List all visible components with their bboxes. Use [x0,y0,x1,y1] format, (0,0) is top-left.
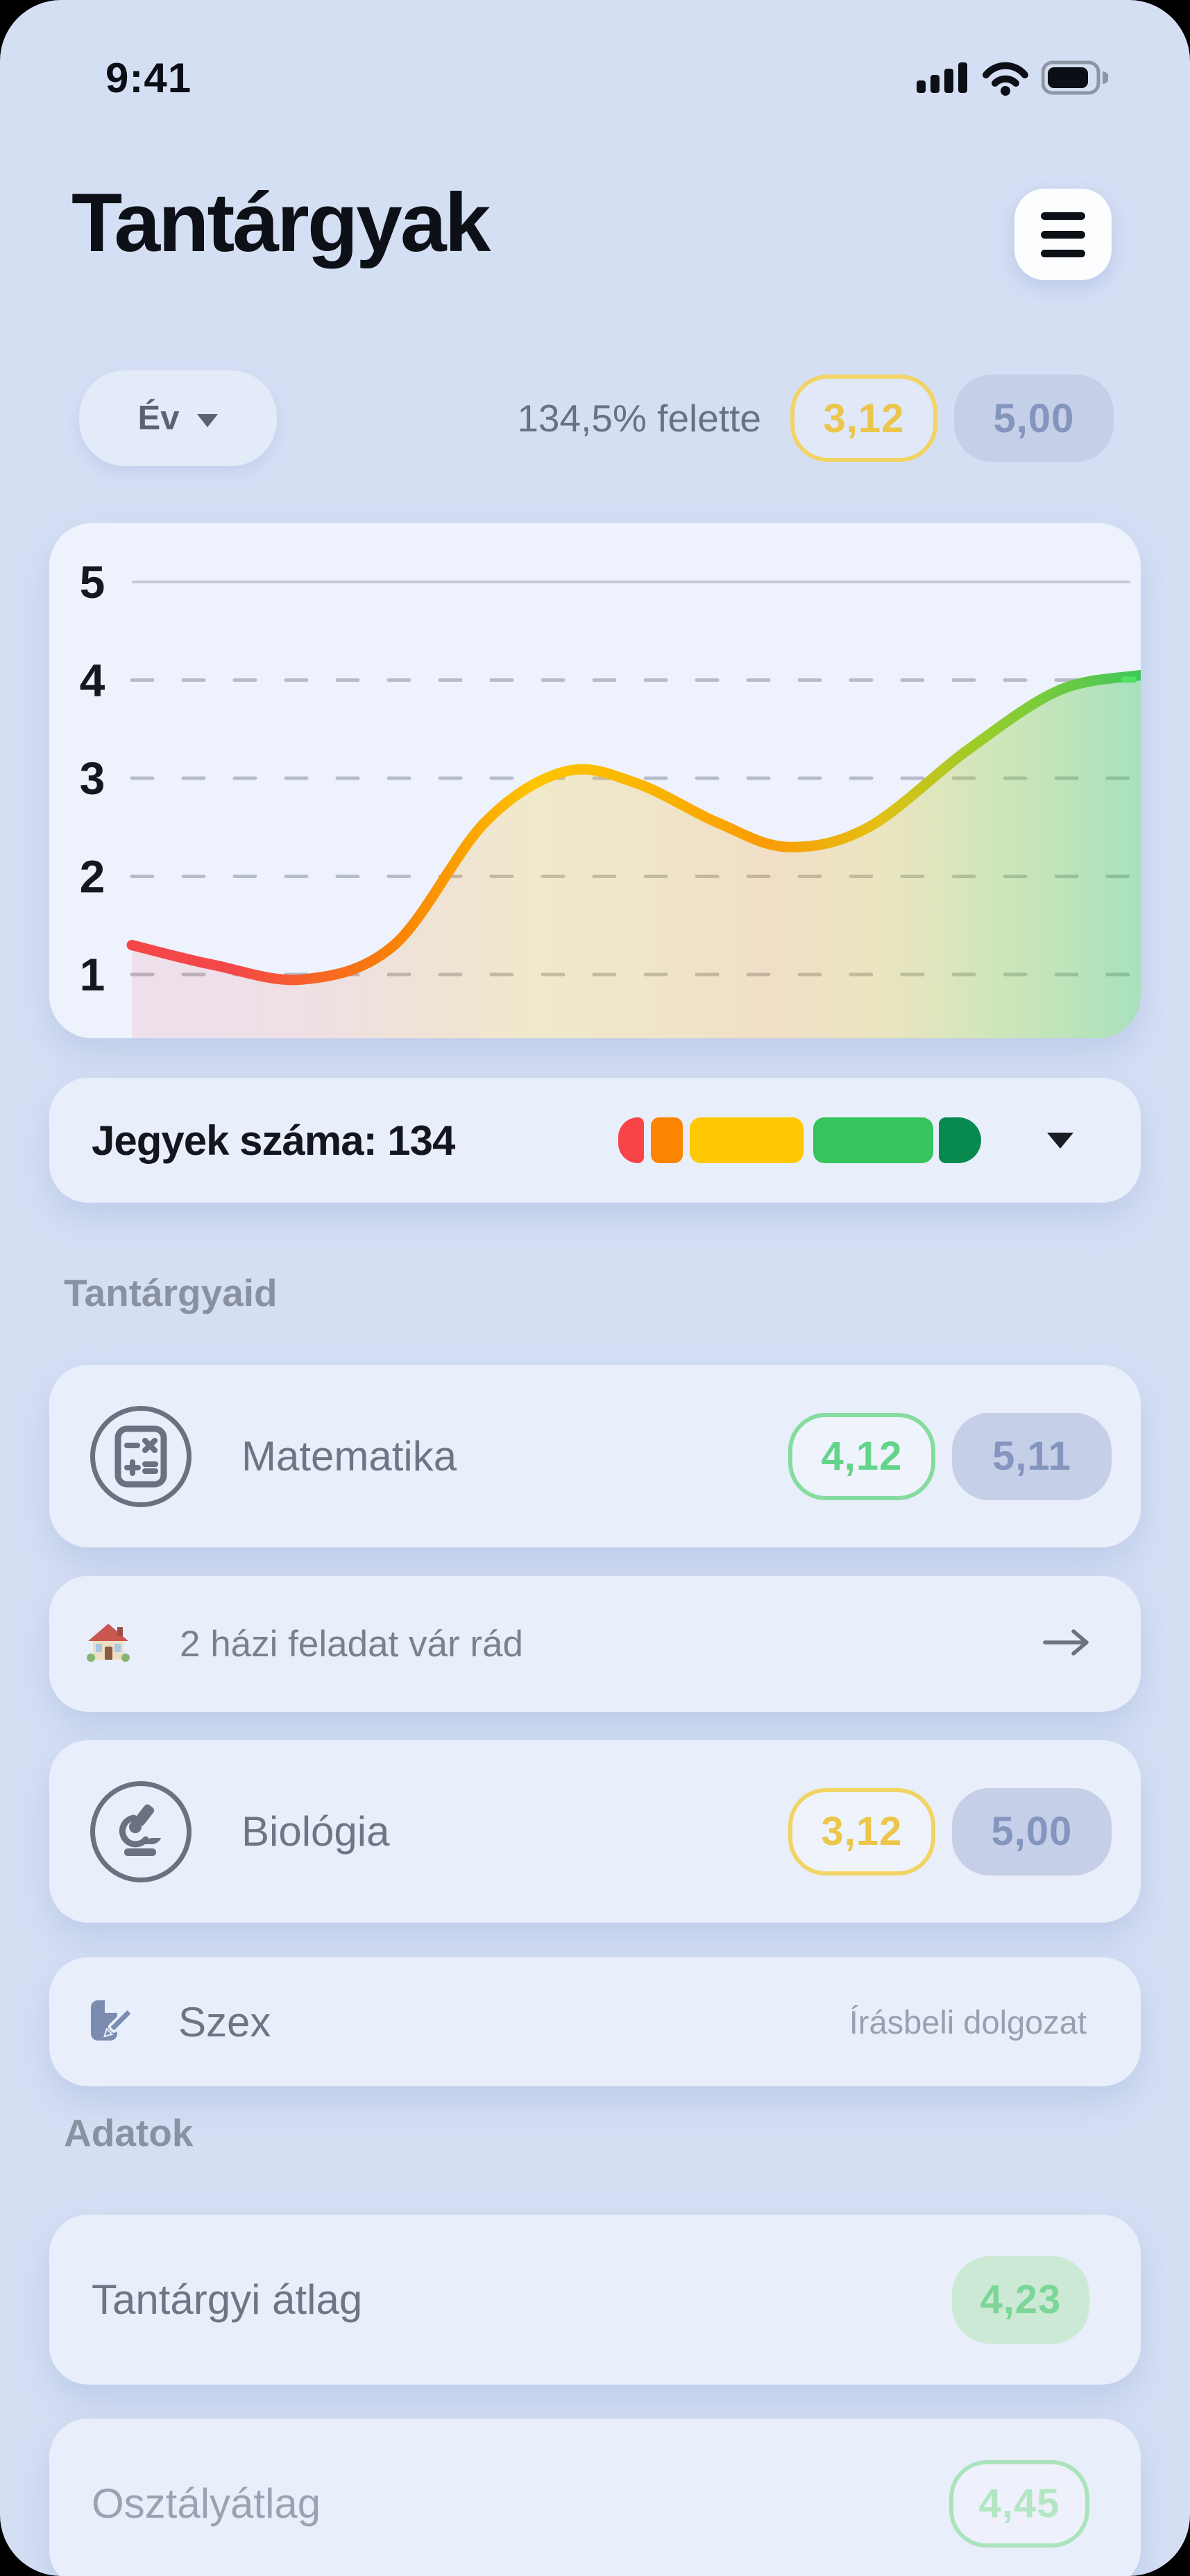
y-tick-3: 3 [80,753,105,804]
homework-notice-text: 2 házi feladat vár rád [180,1623,523,1665]
subject-average-badge: 3,12 [788,1787,935,1875]
period-select-label: Év [137,400,180,437]
status-bar-icons [917,60,1109,99]
page-title: Tantárgyak [71,176,491,269]
bar-segment-orange [651,1117,683,1163]
overall-max-badge: 5,00 [954,375,1114,462]
calculator-icon [90,1405,192,1507]
bar-segment-yellow [690,1117,804,1163]
class-average-row: Osztályátlag 4,45 [49,2419,1141,2576]
overall-grade-badge: 3,12 [790,375,937,462]
subject-average-value-badge: 4,23 [952,2256,1089,2344]
status-bar-time: 9:41 [105,55,192,101]
period-select-button[interactable]: Év [79,370,277,466]
subject-name: Matematika [241,1433,457,1479]
subject-average-row: Tantárgyi átlag 4,23 [49,2215,1141,2385]
homework-notice-row[interactable]: 2 házi feladat vár rád [49,1576,1141,1712]
chart-area-fill [132,675,1141,1038]
filter-row: Év 134,5% felette 3,12 5,00 [79,370,1114,466]
data-row-label: Tantárgyi átlag [92,2276,363,2323]
y-tick-2: 2 [80,851,105,902]
bar-segment-dark-green [939,1117,981,1163]
document-edit-icon [85,1998,133,2047]
subject-name: Szex [178,1998,271,2045]
subject-row-biologia[interactable]: Biológia 3,12 5,00 [49,1740,1141,1923]
subject-name: Biológia [241,1808,390,1855]
y-tick-4: 4 [80,655,105,706]
above-average-text: 134,5% felette [517,397,761,440]
subject-note-text: Írásbeli dolgozat [849,2003,1087,2041]
microscope-icon [90,1780,192,1882]
y-tick-1: 1 [80,949,105,1000]
hamburger-menu-icon [1041,207,1085,263]
y-tick-5: 5 [80,556,105,608]
wifi-icon [980,60,1030,99]
chart-trend-line [126,669,1141,986]
menu-button[interactable] [1014,189,1112,280]
subject-max-badge: 5,11 [952,1412,1112,1500]
house-icon [85,1620,131,1668]
subjects-section-title: Tantárgyaid [64,1271,278,1314]
chart-canvas: 5 4 3 2 1 [80,556,1141,1038]
subject-row-szex[interactable]: Szex Írásbeli dolgozat [49,1957,1141,2086]
caret-down-icon [197,413,219,427]
subject-row-matematika[interactable]: Matematika 4,12 5,11 [49,1365,1141,1547]
grade-trend-chart: 5 4 3 2 1 [49,523,1141,1038]
bar-segment-red [618,1117,644,1163]
chevron-down-icon[interactable] [1047,1133,1073,1149]
bar-segment-green [813,1117,933,1163]
subject-max-badge: 5,00 [952,1787,1112,1875]
arrow-right-icon[interactable] [1042,1627,1091,1661]
grades-count-label: Jegyek száma: 134 [92,1117,455,1164]
data-row-label: Osztályátlag [92,2480,321,2527]
chart-end-marker [1121,676,1137,683]
grade-distribution-bar [618,1117,981,1163]
grades-count-summary[interactable]: Jegyek száma: 134 [49,1078,1141,1203]
class-average-value-badge: 4,45 [949,2459,1089,2548]
data-section-title: Adatok [64,2111,194,2154]
battery-icon [1041,60,1109,99]
subject-average-badge: 4,12 [788,1412,935,1500]
cellular-signal-icon [917,60,969,99]
